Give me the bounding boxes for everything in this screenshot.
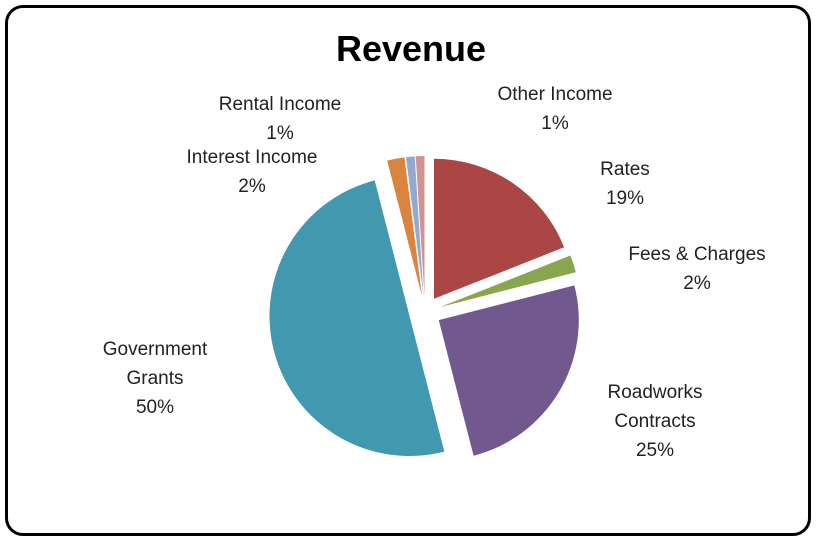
slice-name: Government Grants: [102, 339, 208, 389]
slice-name: Rental Income: [218, 94, 342, 115]
slice-percent: 2%: [683, 273, 711, 294]
slice-percent: 1%: [541, 113, 569, 134]
slice-percent: 25%: [635, 440, 675, 461]
slice-percent: 50%: [135, 397, 175, 418]
pie-slice: [405, 156, 424, 297]
pie-slice: [438, 285, 579, 456]
slice-label: Other Income 1%: [465, 80, 645, 138]
slice-name: Rates: [600, 159, 650, 180]
slice-label: Roadworks Contracts 25%: [590, 378, 720, 465]
pie-slice: [440, 255, 576, 308]
slice-percent: 1%: [266, 123, 294, 144]
slice-percent: 2%: [238, 176, 266, 197]
slice-name: Interest Income: [186, 147, 318, 168]
slice-name: Roadworks Contracts: [607, 382, 703, 432]
chart-frame: [5, 5, 811, 536]
slice-name: Other Income: [497, 84, 613, 105]
slice-label: Rates 19%: [565, 155, 685, 213]
slice-name: Fees & Charges: [628, 244, 766, 265]
slice-label: Government Grants 50%: [80, 335, 230, 422]
slice-label: Interest Income 2%: [152, 143, 352, 201]
pie-slice: [433, 158, 565, 299]
slice-label: Rental Income 1%: [190, 90, 370, 148]
pie-slice: [387, 157, 423, 297]
pie-slice: [269, 180, 445, 456]
slice-percent: 19%: [605, 188, 645, 209]
chart-title: Revenue: [335, 28, 487, 69]
pie-slice: [415, 156, 425, 297]
slice-label: Fees & Charges 2%: [607, 240, 787, 298]
